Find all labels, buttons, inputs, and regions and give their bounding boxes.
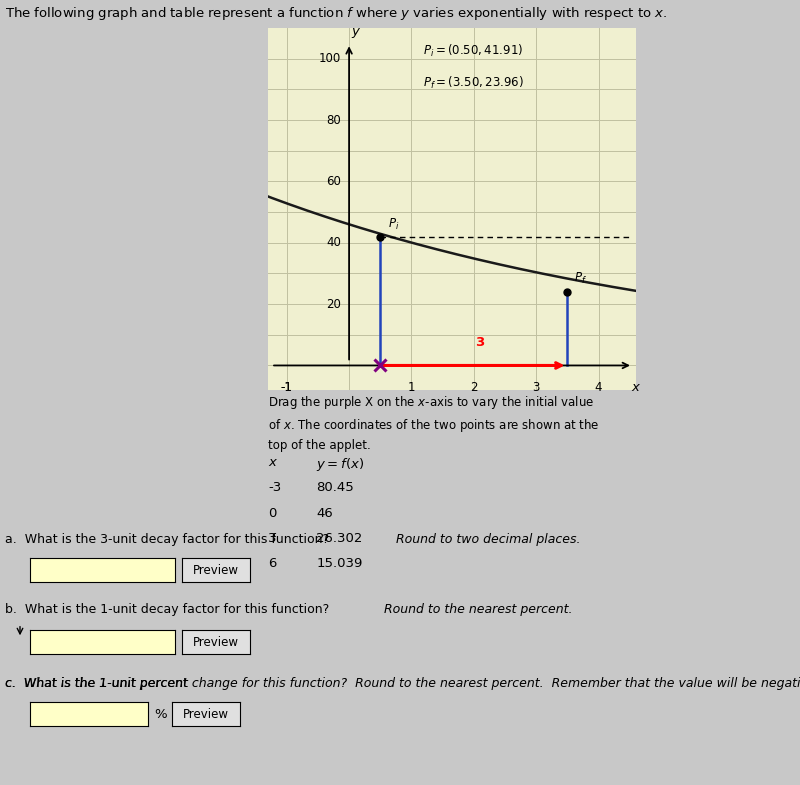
Text: $P_i$: $P_i$ [388, 217, 399, 232]
Text: $y = f(x)$: $y = f(x)$ [317, 456, 365, 473]
Text: %: % [154, 707, 166, 721]
Text: 20: 20 [326, 298, 341, 311]
Text: 3: 3 [475, 335, 485, 349]
Text: 80.45: 80.45 [317, 481, 354, 495]
Text: 3: 3 [268, 532, 277, 545]
Text: 1: 1 [408, 381, 415, 394]
Text: Drag the purple X on the $x$-axis to vary the initial value
of $x$. The coordina: Drag the purple X on the $x$-axis to var… [268, 394, 599, 452]
Text: 26.302: 26.302 [317, 532, 362, 545]
Text: 100: 100 [318, 52, 341, 65]
Text: 60: 60 [326, 175, 341, 188]
Text: Round to the nearest percent.: Round to the nearest percent. [384, 604, 573, 616]
Text: c.  What is the 1-unit percent change for this function?  Round to the nearest p: c. What is the 1-unit percent change for… [5, 677, 800, 691]
Text: 0: 0 [268, 506, 276, 520]
Text: 6: 6 [268, 557, 276, 570]
Text: Round to two decimal places.: Round to two decimal places. [396, 534, 581, 546]
Text: $x$: $x$ [268, 456, 278, 469]
Text: a.  What is the 3-unit decay factor for this function?: a. What is the 3-unit decay factor for t… [5, 534, 337, 546]
Text: $y$: $y$ [351, 26, 362, 40]
Text: -3: -3 [268, 481, 282, 495]
Text: 2: 2 [470, 381, 478, 394]
Text: 40: 40 [326, 236, 341, 250]
Text: Preview: Preview [183, 707, 229, 721]
Text: $P_i=(0.50, 41.91)$: $P_i=(0.50, 41.91)$ [422, 42, 522, 59]
Text: 46: 46 [317, 506, 333, 520]
Text: c.  What is the 1-unit percent: c. What is the 1-unit percent [5, 677, 192, 691]
Text: $P_f=(3.50, 23.96)$: $P_f=(3.50, 23.96)$ [422, 75, 523, 91]
Text: The following graph and table represent a function $f$ where $y$ varies exponent: The following graph and table represent … [5, 5, 667, 21]
Text: 15.039: 15.039 [317, 557, 362, 570]
Text: $P_f$: $P_f$ [574, 271, 586, 286]
Text: -1: -1 [281, 381, 293, 394]
Text: -1: -1 [281, 381, 293, 394]
Text: Preview: Preview [193, 564, 239, 576]
Text: 80: 80 [326, 114, 341, 126]
Text: b.  What is the 1-unit decay factor for this function?: b. What is the 1-unit decay factor for t… [5, 604, 338, 616]
Text: Preview: Preview [193, 636, 239, 648]
Text: $x$: $x$ [631, 381, 642, 394]
Text: 4: 4 [595, 381, 602, 394]
Text: 3: 3 [533, 381, 540, 394]
